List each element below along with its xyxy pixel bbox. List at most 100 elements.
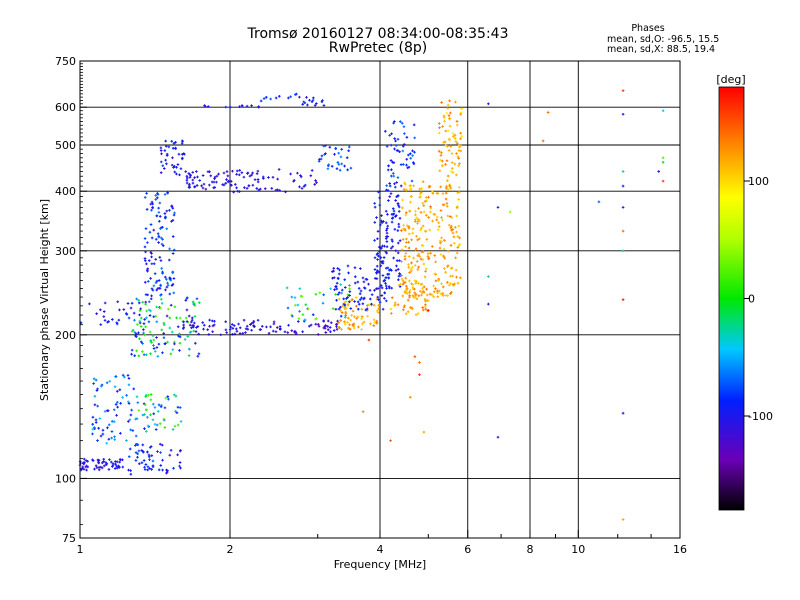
data-point — [451, 132, 455, 135]
data-point — [457, 186, 461, 189]
data-point — [146, 241, 149, 244]
data-point — [456, 191, 459, 195]
data-point — [405, 237, 408, 241]
data-point — [95, 312, 98, 315]
data-point — [130, 352, 133, 356]
data-point — [373, 288, 376, 292]
data-point — [122, 308, 126, 311]
data-point — [420, 226, 423, 230]
data-point — [137, 301, 141, 305]
data-point — [166, 469, 169, 472]
data-point — [455, 120, 459, 123]
data-point — [135, 395, 139, 399]
data-point — [81, 462, 85, 465]
data-point — [377, 307, 381, 310]
data-point — [455, 152, 458, 155]
data-point — [147, 259, 151, 262]
data-point — [411, 154, 414, 157]
data-point — [139, 340, 143, 344]
data-point — [116, 405, 119, 409]
data-point — [175, 172, 178, 176]
data-point — [424, 303, 427, 306]
data-point — [178, 406, 182, 409]
data-point — [121, 465, 125, 469]
data-point — [137, 354, 141, 358]
data-point — [439, 209, 443, 212]
data-point — [429, 210, 432, 214]
data-point — [329, 321, 333, 324]
data-point — [343, 278, 347, 281]
data-point — [164, 396, 168, 400]
data-point — [252, 324, 256, 328]
data-point — [102, 310, 106, 313]
data-point — [171, 348, 175, 351]
data-point — [360, 317, 363, 321]
data-point — [151, 288, 155, 292]
data-point — [155, 320, 159, 324]
data-point — [179, 466, 182, 470]
data-point — [448, 117, 451, 120]
data-point — [432, 212, 436, 216]
data-point — [164, 216, 167, 220]
data-point — [97, 459, 101, 462]
data-point — [426, 252, 430, 255]
data-point — [399, 120, 402, 123]
data-point — [144, 463, 148, 466]
data-point — [459, 276, 462, 280]
data-point — [353, 315, 356, 319]
data-point — [287, 96, 290, 100]
data-point — [148, 458, 151, 461]
colorbar-tick-label: 100 — [748, 175, 769, 188]
data-point — [159, 227, 162, 230]
data-point — [446, 264, 450, 267]
data-point — [401, 279, 405, 283]
data-point — [396, 137, 400, 141]
data-point — [129, 428, 132, 432]
data-point — [143, 245, 147, 249]
data-point — [158, 219, 161, 223]
data-point — [407, 265, 411, 269]
data-point — [97, 426, 100, 430]
data-point — [621, 298, 625, 301]
data-point — [392, 256, 395, 260]
data-point — [359, 298, 362, 301]
data-point — [157, 468, 161, 472]
data-point — [382, 220, 385, 223]
data-point — [336, 293, 340, 296]
data-point — [385, 184, 388, 187]
data-point — [443, 267, 446, 270]
data-point — [250, 104, 253, 107]
data-point — [84, 465, 88, 469]
data-point — [421, 180, 425, 184]
data-point — [456, 235, 460, 238]
data-point — [399, 282, 402, 286]
data-point — [309, 174, 313, 177]
data-point — [405, 224, 409, 228]
data-point — [160, 236, 163, 240]
data-point — [168, 326, 172, 330]
data-point — [447, 114, 451, 117]
data-point — [248, 174, 252, 178]
data-point — [232, 324, 236, 327]
data-point — [322, 319, 325, 323]
data-point — [195, 326, 198, 329]
data-point — [431, 219, 434, 223]
data-point — [235, 330, 239, 333]
data-point — [146, 293, 149, 297]
data-point — [215, 174, 219, 178]
data-point — [152, 412, 156, 416]
data-point — [157, 279, 161, 282]
data-point — [294, 332, 298, 336]
x-axis-label: Frequency [MHz] — [334, 558, 426, 571]
data-point — [332, 329, 336, 332]
data-point — [160, 443, 164, 447]
data-point — [129, 413, 133, 417]
data-point — [458, 162, 461, 165]
data-point — [418, 187, 422, 191]
data-point — [339, 309, 342, 312]
data-point — [377, 304, 380, 307]
data-point — [160, 242, 164, 246]
data-point — [332, 276, 336, 279]
data-point — [246, 172, 249, 175]
data-point — [134, 434, 138, 438]
